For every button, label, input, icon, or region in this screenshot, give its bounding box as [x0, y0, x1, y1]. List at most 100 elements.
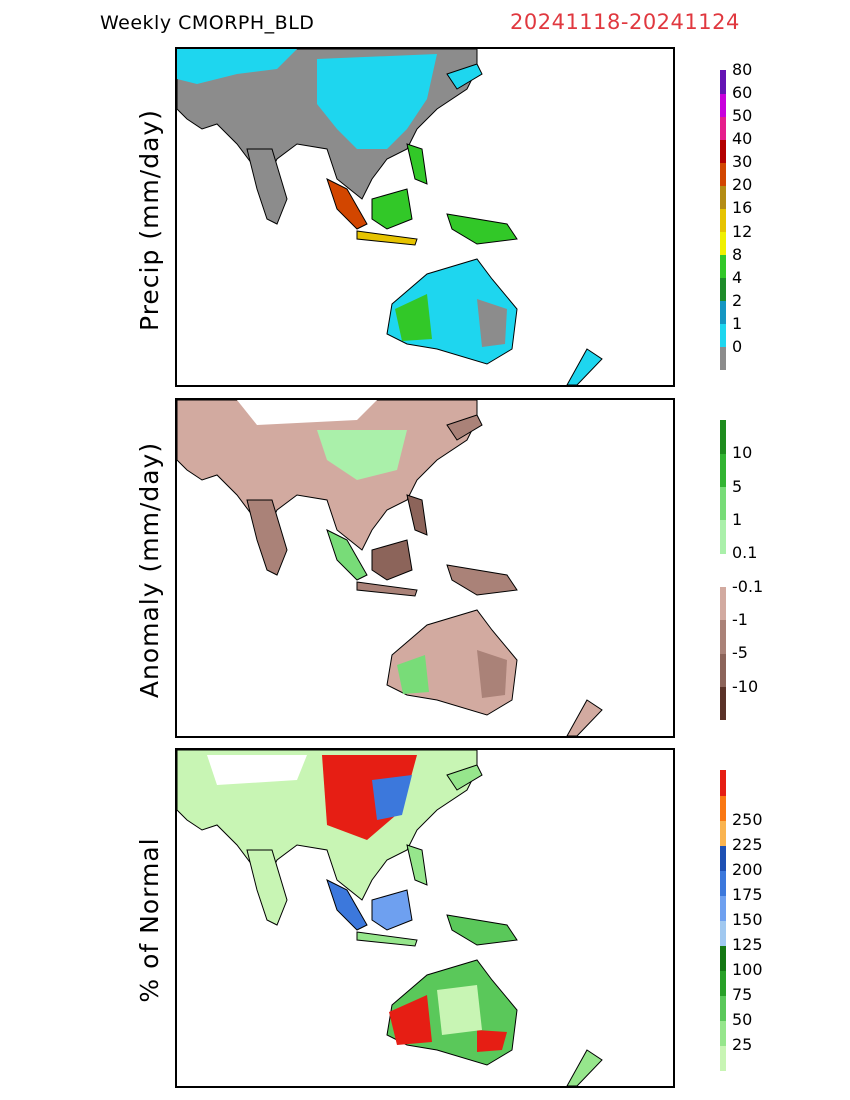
- australia-west-high: [389, 995, 432, 1045]
- colorbar-swatch: [720, 486, 726, 521]
- new-guinea: [446, 914, 518, 946]
- colorbar-label: 225: [732, 835, 763, 854]
- colorbar-label: -1: [732, 610, 748, 629]
- colorbar-label: -5: [732, 643, 748, 663]
- sumatra: [326, 879, 368, 931]
- colorbar-swatch: [720, 870, 726, 896]
- colorbar-swatch: [720, 93, 726, 117]
- japan: [446, 63, 483, 90]
- colorbar-swatch: [720, 945, 726, 971]
- colorbar-label: 125: [732, 935, 763, 954]
- percent-ylabel: % of Normal: [135, 837, 164, 1003]
- colorbar-label: 60: [732, 83, 753, 103]
- colorbar-label: 25: [732, 1035, 753, 1054]
- colorbar-label: 20: [732, 175, 753, 195]
- colorbar-label: 8: [732, 244, 743, 264]
- australia-east-dry: [477, 650, 507, 698]
- north-neutral: [237, 400, 377, 425]
- java: [356, 230, 418, 246]
- colorbar-swatch: [720, 185, 726, 209]
- percent-colorbar: 25 50 75 100 125 150 175 200 225 250: [720, 770, 763, 1071]
- anomaly-map-svg: [177, 400, 603, 736]
- colorbar-label: 175: [732, 885, 763, 904]
- east-asia-high: [322, 755, 417, 840]
- colorbar-swatch: [720, 586, 726, 621]
- philippines: [406, 143, 428, 185]
- india-peninsula: [246, 849, 288, 926]
- precip-map: [175, 47, 675, 387]
- precip-colorbar: 0 1 2 4 8 12 16 20 30 40 50 60 80: [720, 62, 752, 371]
- east-asia-rain: [317, 54, 437, 149]
- philippines: [406, 494, 428, 536]
- new-zealand: [566, 348, 603, 385]
- precip-ylabel: Precip (mm/day): [135, 109, 164, 331]
- colorbar-swatch: [720, 995, 726, 1021]
- colorbar-label: 50: [732, 1010, 753, 1029]
- north-white: [207, 755, 307, 785]
- philippines: [406, 844, 428, 886]
- colorbar-label: 10: [732, 443, 753, 463]
- date-range: 20241118-20241124: [510, 10, 740, 34]
- colorbar-swatch: [720, 346, 726, 371]
- colorbar-swatch: [720, 686, 726, 721]
- australia-west-wet: [397, 655, 429, 694]
- colorbar-swatch: [720, 70, 726, 94]
- japan: [446, 764, 483, 791]
- colorbar-swatch: [720, 920, 726, 946]
- colorbar-label: 40: [732, 129, 753, 149]
- colorbar-label: 250: [732, 810, 763, 829]
- borneo: [371, 188, 413, 230]
- colorbar-label: 0.1: [732, 543, 758, 563]
- anomaly-colorbar: -10 -5 -1 -0.1 0.1 1 5 10: [720, 420, 763, 721]
- sumatra: [326, 529, 368, 581]
- colorbar-swatch: [720, 116, 726, 140]
- anomaly-ylabel: Anomaly (mm/day): [135, 441, 164, 699]
- colorbar-swatch: [720, 453, 726, 488]
- new-zealand: [566, 1049, 603, 1086]
- new-guinea: [446, 564, 518, 596]
- india-peninsula: [246, 499, 288, 576]
- australia-west-rain: [395, 294, 432, 341]
- colorbar-swatch: [720, 254, 726, 279]
- colorbar-swatch: [720, 139, 726, 163]
- java: [356, 931, 418, 947]
- australia-east-high: [477, 1030, 507, 1052]
- colorbar-label: 1: [732, 510, 743, 529]
- colorbar-label: 1: [732, 313, 743, 333]
- percent-map: [175, 748, 675, 1088]
- colorbar-swatch: [720, 520, 726, 554]
- colorbar-swatch: [720, 208, 726, 233]
- colorbar-swatch: [720, 300, 726, 325]
- australia-interior-low: [437, 985, 482, 1035]
- colorbar-label: -0.1: [732, 576, 764, 596]
- colorbar-label: 50: [732, 106, 753, 126]
- north-rain: [177, 49, 297, 84]
- colorbar-swatch: [720, 795, 726, 821]
- colorbar-label: 200: [732, 860, 763, 879]
- title: Weekly CMORPH_BLD: [100, 12, 315, 34]
- colorbar-swatch: [720, 620, 726, 654]
- colorbar-swatch: [720, 231, 726, 256]
- colorbar-swatch: [720, 323, 726, 348]
- colorbar-label: 2: [732, 290, 743, 310]
- anomaly-map: [175, 398, 675, 738]
- colorbar-label: 100: [732, 960, 763, 979]
- borneo: [371, 889, 413, 931]
- east-asia-mid: [372, 775, 412, 820]
- colorbar-swatch: [720, 277, 726, 302]
- new-guinea: [446, 213, 518, 245]
- colorbar-label: 150: [732, 910, 763, 929]
- colorbar-swatch: [720, 770, 726, 796]
- borneo: [371, 539, 413, 581]
- colorbar-label: 80: [732, 60, 753, 79]
- precip-map-svg: [177, 49, 603, 385]
- colorbar-label: 75: [732, 985, 753, 1004]
- australia-east-dry: [477, 299, 507, 347]
- colorbar-swatch: [720, 1045, 726, 1071]
- colorbar-swatch: [720, 845, 726, 871]
- colorbar-label: -10: [732, 676, 759, 696]
- india-peninsula: [246, 148, 288, 225]
- sumatra: [326, 178, 368, 230]
- colorbar-swatch: [720, 553, 726, 588]
- colorbar-label: 4: [732, 267, 743, 287]
